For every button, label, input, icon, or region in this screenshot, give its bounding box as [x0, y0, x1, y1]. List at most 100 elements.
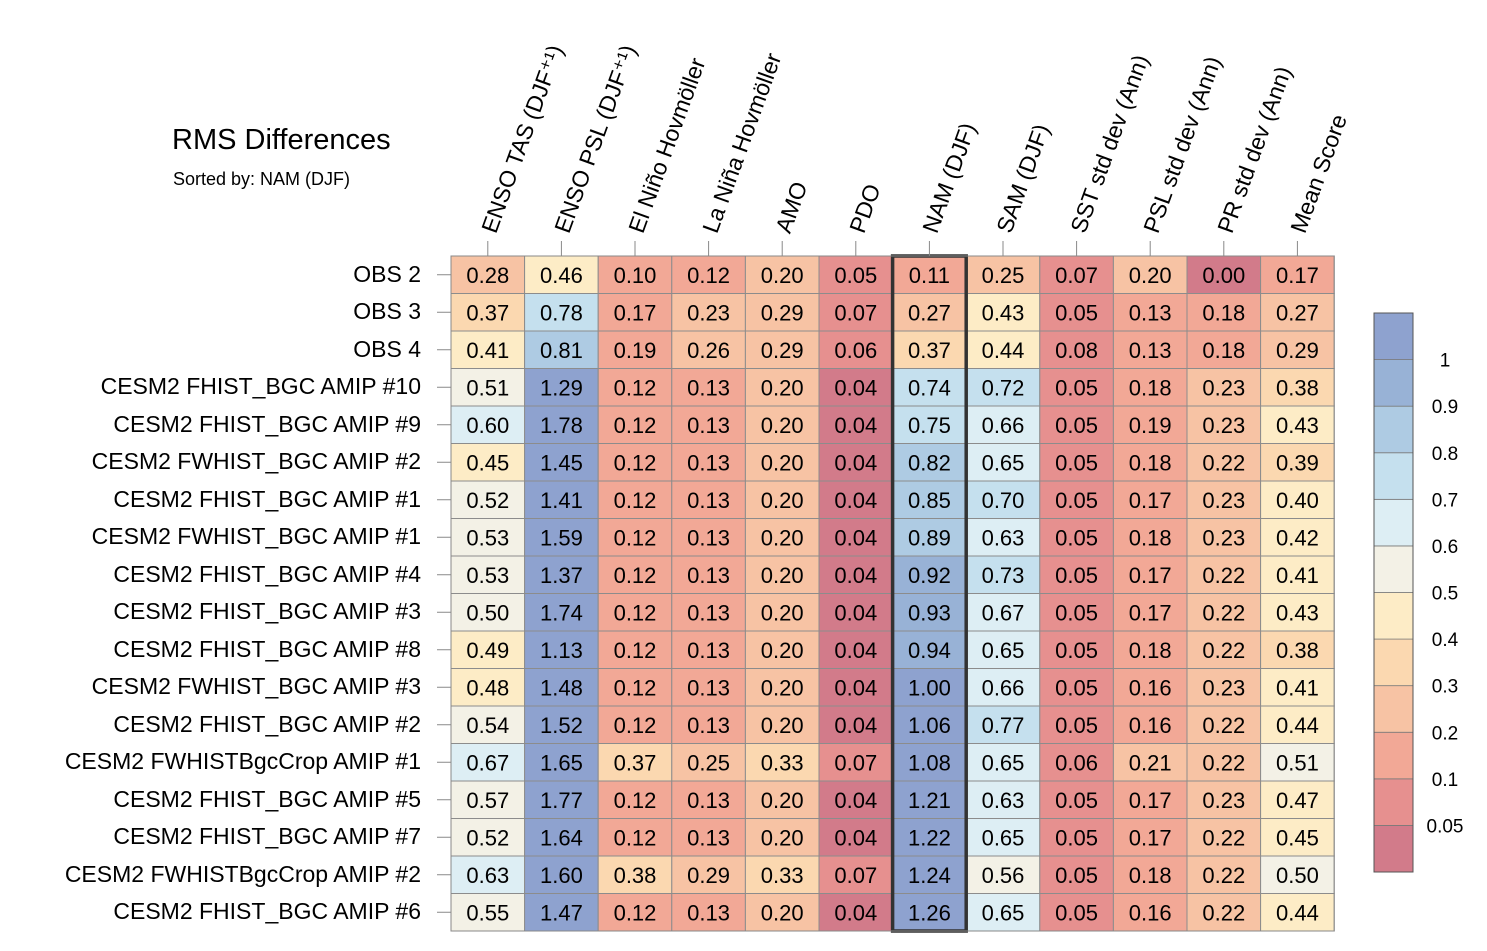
heatmap-cell — [744, 368, 820, 407]
cell-value-label: 0.13 — [1129, 300, 1172, 325]
cell-value-label: 0.20 — [761, 788, 804, 813]
heatmap-cell — [1112, 630, 1188, 669]
cell-value-label: 0.13 — [687, 563, 730, 588]
cell-value-label: 0.13 — [687, 525, 730, 550]
cell-value-label: 0.39 — [1276, 450, 1319, 475]
row-label: CESM2 FHIST_BGC AMIP #7 — [113, 823, 421, 850]
heatmap-cell — [892, 518, 967, 557]
cell-value-label: 0.53 — [466, 525, 509, 550]
cell-value-label: 1.64 — [540, 825, 583, 850]
heatmap-cell — [744, 705, 820, 744]
cell-value-label: 1.78 — [540, 413, 583, 438]
heatmap-cell — [1039, 555, 1114, 594]
cell-value-label: 0.23 — [1202, 525, 1245, 550]
cell-value-label: 0.12 — [614, 638, 657, 663]
heatmap-cell — [965, 443, 1041, 482]
heatmap-cell — [1112, 443, 1188, 482]
heatmap-cell — [597, 818, 673, 857]
heatmap-cell — [1039, 705, 1114, 744]
cell-value-label: 0.67 — [982, 600, 1025, 625]
heatmap-cell — [671, 593, 746, 632]
heatmap-cell — [744, 480, 820, 519]
row-label: CESM2 FHIST_BGC AMIP #2 — [113, 710, 421, 737]
cell-value-label: 0.41 — [466, 338, 509, 363]
colorbar-segment — [1373, 312, 1414, 360]
cell-value-label: 0.92 — [908, 563, 951, 588]
heatmap-cell — [1186, 705, 1262, 744]
heatmap-cell — [965, 405, 1041, 444]
cell-value-label: 0.26 — [687, 338, 730, 363]
heatmap-cell — [744, 893, 820, 932]
cell-value-label: 0.04 — [834, 375, 877, 400]
heatmap-cell — [1186, 480, 1262, 519]
heatmap-cell — [1186, 330, 1262, 369]
heatmap-cell — [1186, 255, 1262, 294]
cell-value-label: 0.13 — [687, 488, 730, 513]
cell-value-label: 0.04 — [834, 713, 877, 738]
cell-value-label: 0.20 — [761, 825, 804, 850]
heatmap-cell — [818, 893, 894, 932]
heatmap-cell — [597, 705, 673, 744]
cell-value-label: 0.12 — [614, 525, 657, 550]
cell-value-label: 1.65 — [540, 750, 583, 775]
row-label: CESM2 FWHIST_BGC AMIP #2 — [91, 448, 421, 475]
heatmap-cell — [671, 630, 746, 669]
cell-value-label: 0.20 — [1129, 263, 1172, 288]
heatmap-cell — [524, 743, 599, 782]
cell-value-label: 0.18 — [1202, 338, 1245, 363]
cell-value-label: 0.63 — [466, 863, 509, 888]
heatmap-cell — [818, 368, 894, 407]
heatmap-cell — [818, 780, 894, 819]
cell-value-label: 0.18 — [1129, 525, 1172, 550]
heatmap-cell — [1186, 855, 1262, 894]
cell-value-label: 0.22 — [1202, 563, 1245, 588]
colorbar-tick-label: 0.8 — [1432, 444, 1458, 465]
cell-value-label: 0.19 — [614, 338, 657, 363]
cell-value-label: 0.05 — [1055, 788, 1098, 813]
cell-value-label: 0.10 — [614, 263, 657, 288]
colorbar-tick-label: 0.9 — [1432, 397, 1458, 418]
heatmap-cell — [524, 893, 599, 932]
cell-value-label: 0.12 — [614, 675, 657, 700]
cell-value-label: 0.05 — [1055, 300, 1098, 325]
heatmap-cell — [524, 593, 599, 632]
heatmap-cell — [450, 630, 526, 669]
cell-value-label: 0.23 — [687, 300, 730, 325]
heatmap-cell — [1112, 705, 1188, 744]
heatmap-cell — [1039, 443, 1114, 482]
colorbar-segment — [1373, 685, 1414, 733]
cell-value-label: 0.52 — [466, 488, 509, 513]
heatmap-cell — [744, 443, 820, 482]
cell-value-label: 0.04 — [834, 450, 877, 475]
cell-value-label: 0.20 — [761, 563, 804, 588]
cell-value-label: 0.16 — [1129, 675, 1172, 700]
cell-value-label: 0.04 — [834, 600, 877, 625]
cell-value-label: 0.23 — [1202, 675, 1245, 700]
cell-value-label: 0.43 — [1276, 413, 1319, 438]
heatmap-cell — [524, 368, 599, 407]
cell-value-label: 0.65 — [982, 825, 1025, 850]
heatmap-cell — [524, 480, 599, 519]
cell-value-label: 0.78 — [540, 300, 583, 325]
heatmap-cell — [744, 818, 820, 857]
heatmap-cell — [892, 668, 967, 707]
colorbar-tick-label: 0.2 — [1432, 723, 1458, 744]
cell-value-label: 0.22 — [1202, 713, 1245, 738]
cell-value-label: 0.04 — [834, 788, 877, 813]
cell-value-label: 0.13 — [687, 825, 730, 850]
cell-value-label: 0.45 — [1276, 825, 1319, 850]
cell-value-label: 1.52 — [540, 713, 583, 738]
heatmap-cell — [1186, 668, 1262, 707]
colorbar-tick-label: 0.4 — [1432, 630, 1459, 651]
cell-value-label: 0.17 — [1276, 263, 1319, 288]
cell-value-label: 0.04 — [834, 488, 877, 513]
heatmap-cell — [818, 855, 894, 894]
heatmap-cell — [744, 780, 820, 819]
chart-title: RMS Differences — [172, 124, 391, 156]
row-label: CESM2 FWHISTBgcCrop AMIP #1 — [64, 748, 421, 775]
cell-value-label: 0.33 — [761, 750, 804, 775]
cell-value-label: 0.20 — [761, 600, 804, 625]
cell-value-label: 0.17 — [1129, 600, 1172, 625]
row-label: CESM2 FHIST_BGC AMIP #3 — [113, 598, 421, 625]
heatmap-cell — [597, 593, 673, 632]
